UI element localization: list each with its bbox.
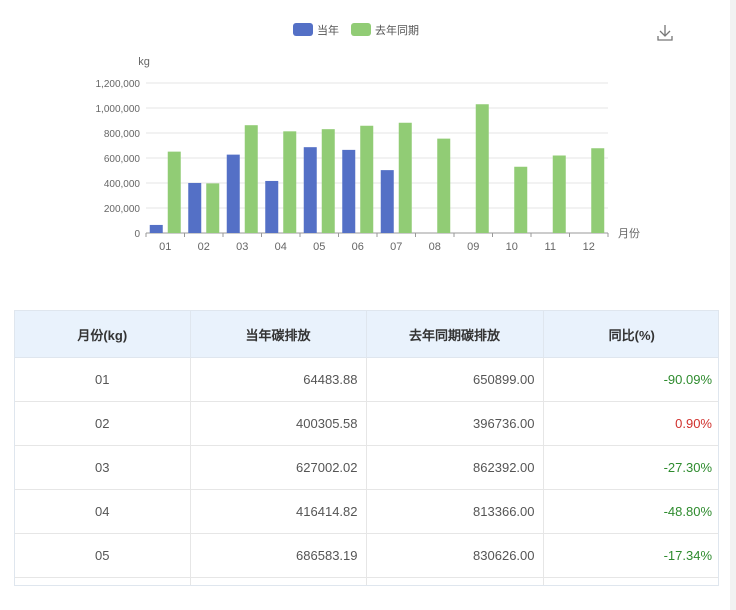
- bar: [552, 155, 566, 233]
- x-tick-label: 03: [236, 241, 248, 253]
- y-tick-label: 0: [134, 229, 140, 240]
- cell-ratio: 0.90%: [543, 401, 718, 446]
- cell-empty: [190, 577, 367, 585]
- bar: [514, 166, 528, 233]
- table-row: 05 686583.19 830626.00 -17.34%: [15, 533, 718, 578]
- y-tick-label: 1,000,000: [96, 104, 141, 115]
- cell-ratio: -27.30%: [543, 445, 718, 490]
- cell-ratio: -48.80%: [543, 489, 718, 534]
- bar: [398, 122, 412, 233]
- cell-last: 396736.00: [366, 401, 544, 446]
- cell-month: 05: [15, 533, 191, 578]
- cell-empty: [366, 577, 544, 585]
- bar: [342, 149, 356, 233]
- cell-last: 813366.00: [366, 489, 544, 534]
- bar: [283, 131, 297, 233]
- chart-area: 0 200,000 400,000 600,000 800,000 1,000,000 1,…: [0, 0, 730, 270]
- cell-month: 03: [15, 445, 191, 490]
- bar: [167, 151, 181, 233]
- legend-label: 去年同期: [375, 23, 419, 37]
- x-axis-label: 月份: [618, 227, 640, 240]
- cell-current: 627002.02: [190, 445, 367, 490]
- x-tick-label: 04: [275, 241, 287, 253]
- x-tick-label: 07: [390, 241, 402, 253]
- cell-empty: [543, 577, 718, 585]
- bar: [475, 104, 489, 233]
- cell-last: 830626.00: [366, 533, 544, 578]
- header-current: 当年碳排放: [190, 311, 367, 358]
- x-tick-label: 01: [159, 241, 171, 253]
- cell-current: 416414.82: [190, 489, 367, 534]
- x-tick-label: 11: [545, 241, 556, 253]
- y-axis-label: kg: [138, 56, 150, 68]
- header-month: 月份(kg): [15, 311, 191, 358]
- y-tick-label: 600,000: [104, 154, 141, 165]
- x-tick-label: 05: [313, 241, 325, 253]
- cell-ratio: -90.09%: [543, 357, 718, 402]
- data-table: 月份(kg) 当年碳排放 去年同期碳排放 同比(%) 01 64483.88 6…: [14, 310, 719, 586]
- bar: [380, 170, 394, 233]
- bar-chart: 0 200,000 400,000 600,000 800,000 1,000,000 1,…: [96, 23, 640, 253]
- bar: [206, 183, 220, 233]
- table-row: [15, 577, 718, 585]
- legend-swatch: [351, 23, 371, 36]
- x-tick-label: 09: [467, 241, 479, 253]
- bar: [321, 129, 335, 233]
- legend-swatch: [293, 23, 313, 36]
- bar: [226, 154, 240, 233]
- bar: [188, 182, 202, 233]
- bar: [437, 138, 451, 233]
- cell-current: 64483.88: [190, 357, 367, 402]
- table-row: 03 627002.02 862392.00 -27.30%: [15, 445, 718, 490]
- header-ratio: 同比(%): [543, 311, 718, 358]
- cell-month: 01: [15, 357, 191, 402]
- cell-month: 04: [15, 489, 191, 534]
- y-tick-label: 1,200,000: [96, 79, 141, 90]
- bar: [591, 148, 605, 233]
- cell-current: 400305.58: [190, 401, 367, 446]
- legend-label: 当年: [317, 23, 339, 37]
- cell-current: 686583.19: [190, 533, 367, 578]
- table-row: 01 64483.88 650899.00 -90.09%: [15, 357, 718, 402]
- y-tick-label: 800,000: [104, 129, 141, 140]
- y-tick-label: 200,000: [104, 204, 141, 215]
- cell-ratio: -17.34%: [543, 533, 718, 578]
- x-tick-label: 12: [583, 241, 595, 253]
- cell-last: 862392.00: [366, 445, 544, 490]
- download-button[interactable]: [655, 22, 675, 44]
- x-tick-label: 08: [429, 241, 441, 253]
- bar: [303, 147, 317, 233]
- table-row: 02 400305.58 396736.00 0.90%: [15, 401, 718, 446]
- y-tick-label: 400,000: [104, 179, 141, 190]
- cell-empty: [15, 577, 191, 585]
- table-header-row: 月份(kg) 当年碳排放 去年同期碳排放 同比(%): [15, 311, 718, 358]
- scrollbar-track[interactable]: [730, 0, 736, 610]
- x-tick-label: 10: [506, 241, 518, 253]
- header-last: 去年同期碳排放: [366, 311, 544, 358]
- bar: [360, 125, 374, 233]
- table-row: 04 416414.82 813366.00 -48.80%: [15, 489, 718, 534]
- bar: [244, 125, 258, 233]
- cell-month: 02: [15, 401, 191, 446]
- x-tick-label: 02: [198, 241, 210, 253]
- x-tick-label: 06: [352, 241, 364, 253]
- download-icon[interactable]: [655, 22, 675, 44]
- bar: [149, 224, 163, 233]
- bar: [265, 180, 279, 233]
- cell-last: 650899.00: [366, 357, 544, 402]
